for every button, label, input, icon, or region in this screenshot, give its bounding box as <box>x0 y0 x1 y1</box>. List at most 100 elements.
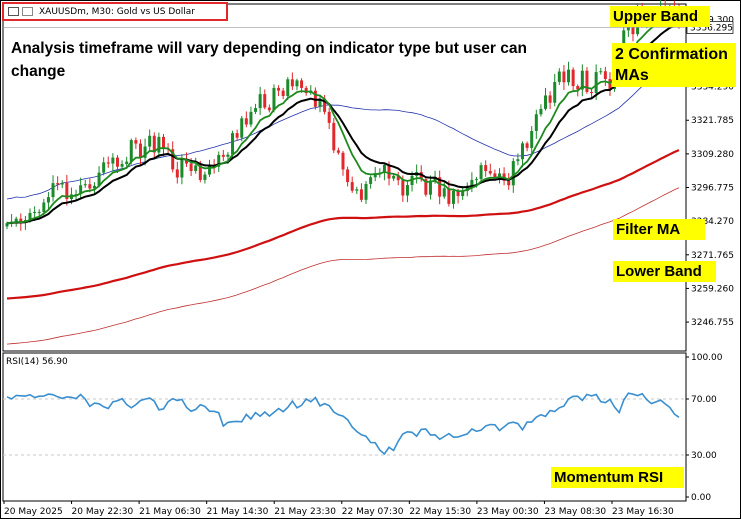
bull-candle <box>83 179 87 188</box>
bull-candle <box>369 175 373 189</box>
bull-candle <box>148 129 152 152</box>
bear-candle <box>484 160 488 177</box>
bear-candle <box>341 150 345 176</box>
fast-ma-path <box>6 13 680 225</box>
bear-candle <box>438 170 442 205</box>
bull-candle <box>530 126 534 155</box>
bull-candle <box>461 186 465 200</box>
chart-type-icon <box>22 7 33 16</box>
bear-candle <box>327 107 331 129</box>
bull-candle <box>599 67 603 75</box>
bear-candle <box>161 133 165 157</box>
bull-candle <box>516 153 520 166</box>
bear-candle <box>548 91 552 110</box>
bull-candle <box>580 64 584 97</box>
bear-candle <box>138 139 142 166</box>
bear-candle <box>115 155 119 174</box>
time-axis-label: 23 May 08:30 <box>544 507 606 517</box>
bull-candle <box>97 166 101 188</box>
timeframe-note: Analysis timeframe will vary depending o… <box>11 40 527 80</box>
current-price-label: 3356.295 <box>690 23 733 33</box>
bull-candle <box>258 86 262 115</box>
price-axis-label: 3334.290 <box>691 83 734 93</box>
lower-band-callout: Lower Band <box>613 261 716 282</box>
bear-candle <box>350 176 354 193</box>
bear-candle <box>244 111 248 128</box>
time-axis-label: 20 May 2025 <box>4 507 63 517</box>
time-axis-label: 23 May 00:30 <box>477 507 539 517</box>
bull-candle <box>203 171 207 184</box>
price-axis-label: 3296.775 <box>691 184 734 194</box>
bear-candle <box>134 137 138 149</box>
price-axis-label: 3271.765 <box>691 251 734 261</box>
bull-candle <box>470 172 474 193</box>
bull-candle <box>240 115 244 142</box>
rsi-axis-label: 30.00 <box>691 451 717 461</box>
bull-candle <box>286 77 290 101</box>
bear-candle <box>571 67 575 91</box>
fast-confirmation-ma-line <box>6 13 680 225</box>
bear-candle <box>221 149 225 162</box>
rsi-axis-label: 100.00 <box>691 353 723 363</box>
price-axis-label: 3359.300 <box>691 15 734 25</box>
bull-candle <box>60 180 64 189</box>
bear-candle <box>56 176 60 191</box>
price-axis-label: 3321.785 <box>691 116 734 126</box>
bull-candle <box>364 181 368 204</box>
bear-candle <box>346 166 350 187</box>
bear-candle <box>175 161 179 184</box>
bull-candle <box>544 87 548 111</box>
bear-candle <box>336 147 340 155</box>
bull-candle <box>46 192 50 211</box>
bull-candle <box>254 103 258 115</box>
bear-candle <box>267 104 271 113</box>
bear-candle <box>590 88 594 99</box>
lower-band-line <box>6 187 680 345</box>
bull-candle <box>129 138 133 165</box>
bear-candle <box>562 64 566 90</box>
bull-candle <box>295 78 299 91</box>
time-axis-label: 20 May 22:30 <box>72 507 134 517</box>
bull-candle <box>272 84 276 113</box>
bear-candle <box>585 67 589 94</box>
time-axis-label: 21 May 06:30 <box>139 507 201 517</box>
rsi-title: RSI(14) 56.90 <box>6 357 68 367</box>
slow-ma-path <box>6 24 680 225</box>
price-axis-label: 3284.270 <box>691 217 734 227</box>
bear-candle <box>263 89 267 110</box>
lower-band-path <box>6 187 680 345</box>
bull-candle <box>557 68 561 85</box>
bear-candle <box>65 174 69 206</box>
time-axis-label: 22 May 07:30 <box>342 507 404 517</box>
bear-candle <box>152 132 156 160</box>
upper-band-line <box>6 52 680 200</box>
bull-candle <box>217 151 221 172</box>
slow-confirmation-ma-line <box>6 24 680 225</box>
rsi-panel-frame <box>2 352 687 502</box>
bull-candle <box>539 104 543 117</box>
bear-candle <box>106 156 110 168</box>
bull-candle <box>111 153 115 172</box>
bear-candle <box>277 85 281 97</box>
bull-candle <box>249 106 253 128</box>
bear-candle <box>313 87 317 110</box>
candles <box>5 0 681 231</box>
bull-candle <box>157 132 161 158</box>
bull-candle <box>143 138 147 166</box>
bull-candle <box>318 94 322 113</box>
bear-candle <box>396 171 400 186</box>
filter-ma-line <box>6 149 680 300</box>
bear-candle <box>235 129 239 141</box>
bull-candle <box>521 141 525 168</box>
price-axis-label: 3259.260 <box>691 284 734 294</box>
upper-band-path <box>6 52 680 200</box>
rsi-axis-label: 0.00 <box>691 493 711 503</box>
price-panel <box>2 3 687 352</box>
chart-window-icon <box>8 7 19 16</box>
bull-candle <box>51 175 55 202</box>
price-axis-label: 3309.280 <box>691 150 734 160</box>
bear-candle <box>332 118 336 154</box>
bull-candle <box>428 175 432 200</box>
bear-candle <box>359 183 363 203</box>
